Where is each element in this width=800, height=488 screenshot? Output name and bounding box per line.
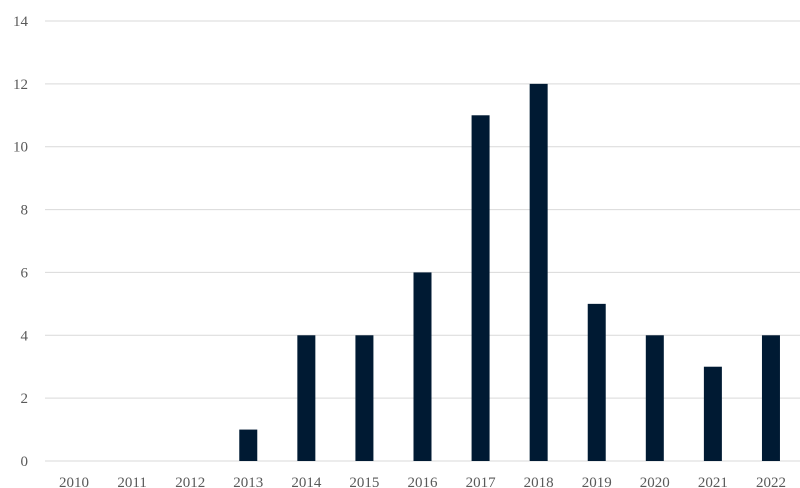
y-tick-label: 12 [13, 77, 28, 93]
bar-2013 [239, 429, 258, 461]
x-tick-label: 2018 [524, 475, 554, 488]
x-tick-label: 2022 [756, 475, 786, 488]
bar-2017 [471, 115, 490, 462]
x-tick-label: 2010 [59, 475, 89, 488]
x-tick-label: 2020 [640, 475, 670, 488]
y-tick-label: 6 [21, 265, 29, 281]
y-tick-label: 8 [21, 203, 29, 219]
x-tick-label: 2013 [233, 475, 263, 488]
y-tick-label: 10 [13, 140, 28, 156]
bar-2014 [297, 335, 316, 461]
bar-2022 [761, 335, 780, 461]
x-tick-label: 2015 [349, 475, 379, 488]
x-tick-label: 2021 [698, 475, 728, 488]
bars [239, 83, 780, 462]
y-tick-label: 4 [21, 328, 29, 344]
x-tick-label: 2011 [117, 475, 146, 488]
bar-2016 [413, 272, 432, 461]
x-tick-label: 2016 [408, 475, 439, 488]
x-axis-ticks: 2010 2011 2012 2013 2014 2015 2016 2017 2018 2019… [59, 475, 786, 488]
y-tick-label: 14 [13, 14, 29, 30]
y-axis-ticks: 0 2 4 6 8 10 12 14 [13, 14, 29, 470]
bar-2018 [529, 83, 548, 461]
bar-2015 [355, 335, 374, 461]
x-tick-label: 2019 [582, 475, 612, 488]
x-tick-label: 2017 [466, 475, 497, 488]
y-tick-label: 2 [21, 391, 29, 407]
bar-2020 [645, 335, 664, 461]
bar-2019 [587, 303, 606, 461]
x-tick-label: 2014 [291, 475, 322, 488]
x-tick-label: 2012 [175, 475, 205, 488]
bar-2021 [703, 366, 722, 461]
y-tick-label: 0 [21, 454, 29, 470]
